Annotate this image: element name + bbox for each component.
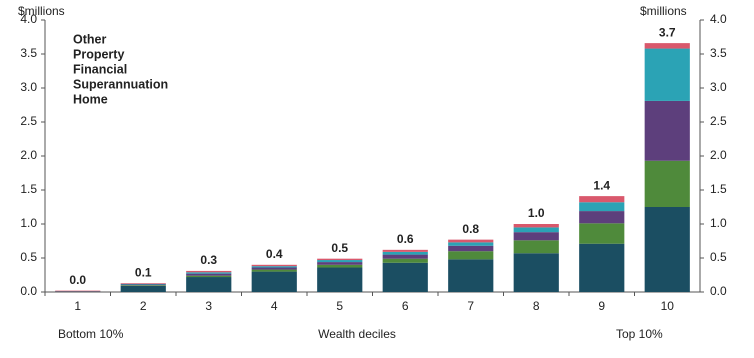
x-note-right: Top 10% <box>616 327 663 341</box>
total-label: 3.7 <box>659 25 676 39</box>
bar-segment <box>186 270 232 273</box>
bar-segment <box>644 100 690 161</box>
y2-tick-label: 2.5 <box>710 114 727 128</box>
legend-entry: Other <box>73 32 106 46</box>
total-label: 0.3 <box>200 253 217 267</box>
y2-tick-label: 0.0 <box>710 284 727 298</box>
y2-tick-label: 3.5 <box>710 46 727 60</box>
bar-segment <box>644 43 690 49</box>
y-tick-label: 0.5 <box>20 250 37 264</box>
total-label: 1.0 <box>528 206 545 220</box>
legend-entry: Property <box>73 47 124 61</box>
x-tick-label: 7 <box>467 299 474 313</box>
bar-segment <box>317 267 363 292</box>
total-label: 1.4 <box>593 178 610 192</box>
bar-segment <box>644 48 690 101</box>
bar-segment <box>55 290 101 292</box>
bar-segment <box>382 258 428 263</box>
bar-segment <box>448 242 494 246</box>
bar-segment <box>513 232 559 241</box>
total-label: 0.6 <box>397 232 414 246</box>
bar-segment <box>513 224 559 228</box>
total-label: 0.8 <box>462 222 479 236</box>
bar-segment <box>120 285 166 286</box>
bar-segment <box>579 202 625 212</box>
x-tick-label: 5 <box>336 299 343 313</box>
bar-segment <box>251 264 297 267</box>
x-note-left: Bottom 10% <box>58 327 124 341</box>
bar-segment <box>644 207 690 292</box>
total-label: 0.4 <box>266 247 283 261</box>
bar-segment <box>251 269 297 272</box>
x-tick-label: 3 <box>205 299 212 313</box>
total-label: 0.0 <box>69 273 86 287</box>
y-tick-label: 1.5 <box>20 182 37 196</box>
bar-segment <box>317 262 363 265</box>
bar-segment <box>120 283 166 284</box>
x-tick-label: 9 <box>598 299 605 313</box>
bar-segment <box>120 283 166 285</box>
legend-entry: Home <box>73 92 108 106</box>
total-label: 0.5 <box>331 241 348 255</box>
bar-segment <box>55 291 101 292</box>
bar-segment <box>579 243 625 292</box>
y-unit-left: $millions <box>18 4 65 18</box>
bar-segment <box>579 196 625 203</box>
x-tick-label: 2 <box>140 299 147 313</box>
bar-segment <box>186 275 232 278</box>
bar-segment <box>317 258 363 261</box>
bar-segment <box>186 272 232 274</box>
bar-segment <box>448 245 494 252</box>
bar-segment <box>513 240 559 254</box>
bar-segment <box>382 249 428 252</box>
x-tick-label: 10 <box>661 299 675 313</box>
x-axis-label: Wealth deciles <box>318 327 396 341</box>
bar-segment <box>120 284 166 286</box>
bar-segment <box>251 267 297 270</box>
bar-segment <box>448 259 494 292</box>
bar-segment <box>382 254 428 259</box>
bar-segment <box>186 273 232 276</box>
y2-tick-label: 1.5 <box>710 182 727 196</box>
bar-segment <box>186 277 232 292</box>
bar-segment <box>317 264 363 268</box>
y-tick-label: 2.5 <box>20 114 37 128</box>
x-tick-label: 1 <box>74 299 81 313</box>
y2-tick-label: 1.0 <box>710 216 727 230</box>
y2-tick-label: 3.0 <box>710 80 727 94</box>
bar-segment <box>251 271 297 292</box>
x-tick-label: 4 <box>271 299 278 313</box>
legend-entry: Superannuation <box>73 77 168 91</box>
bar-segment <box>579 211 625 224</box>
bar-segment <box>382 251 428 255</box>
bar-segment <box>317 260 363 263</box>
bar-segment <box>251 266 297 268</box>
y2-tick-label: 0.5 <box>710 250 727 264</box>
y-tick-label: 3.0 <box>20 80 37 94</box>
x-tick-label: 6 <box>402 299 409 313</box>
bar-segment <box>579 223 625 244</box>
y-tick-label: 2.0 <box>20 148 37 162</box>
y-tick-label: 1.0 <box>20 216 37 230</box>
y-tick-label: 3.5 <box>20 46 37 60</box>
y2-tick-label: 4.0 <box>710 12 727 26</box>
y-unit-right: $millions <box>640 4 687 18</box>
bar-segment <box>120 285 166 292</box>
x-tick-label: 8 <box>533 299 540 313</box>
total-label: 0.1 <box>135 265 152 279</box>
bar-segment <box>513 253 559 292</box>
y-tick-label: 4.0 <box>20 12 37 26</box>
bar-segment <box>448 251 494 260</box>
y-tick-label: 0.0 <box>20 284 37 298</box>
bar-segment <box>513 227 559 233</box>
bar-segment <box>382 262 428 292</box>
y2-tick-label: 2.0 <box>710 148 727 162</box>
bar-segment <box>448 239 494 243</box>
legend-entry: Financial <box>73 62 127 76</box>
bar-segment <box>644 160 690 207</box>
